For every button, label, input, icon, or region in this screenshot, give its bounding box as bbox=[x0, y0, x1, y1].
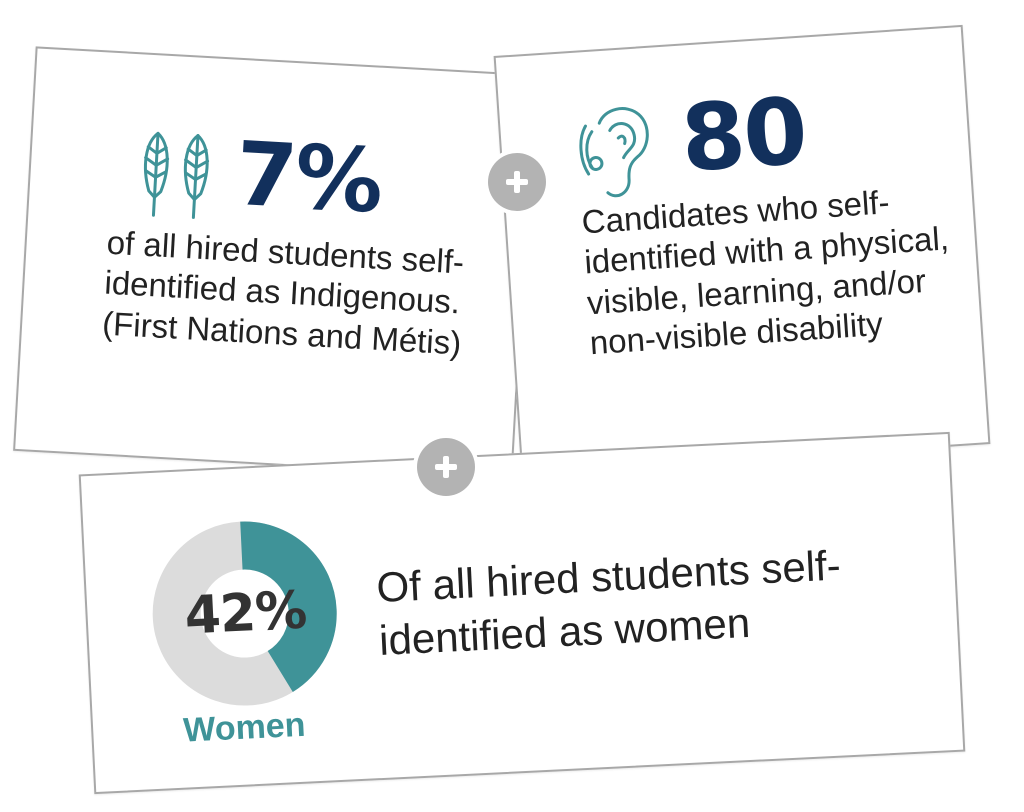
indigenous-percent: 7% bbox=[233, 121, 384, 233]
disability-description: Candidates who self-identified with a ph… bbox=[580, 183, 950, 361]
women-description: Of all hired students self-identified as… bbox=[375, 541, 842, 664]
women-donut-chart bbox=[152, 521, 337, 706]
feathers-icon bbox=[143, 131, 210, 219]
indigenous-description: of all hired students self-identified as… bbox=[101, 223, 466, 362]
plus-icon bbox=[417, 438, 475, 496]
women-percent: 42% bbox=[183, 580, 308, 647]
women-stat-card: 42% Women Of all hired students self-ide… bbox=[78, 431, 966, 795]
indigenous-stat-card: 7% of all hired students self-identified… bbox=[13, 46, 535, 479]
plus-icon bbox=[488, 153, 546, 211]
disability-count: 80 bbox=[677, 77, 809, 193]
disability-stat-card: 80 Candidates who self-identified with a… bbox=[493, 24, 991, 476]
ear-hearing-aid-icon bbox=[579, 107, 649, 198]
donut-fill-arc bbox=[152, 521, 337, 706]
women-label: Women bbox=[182, 705, 307, 750]
